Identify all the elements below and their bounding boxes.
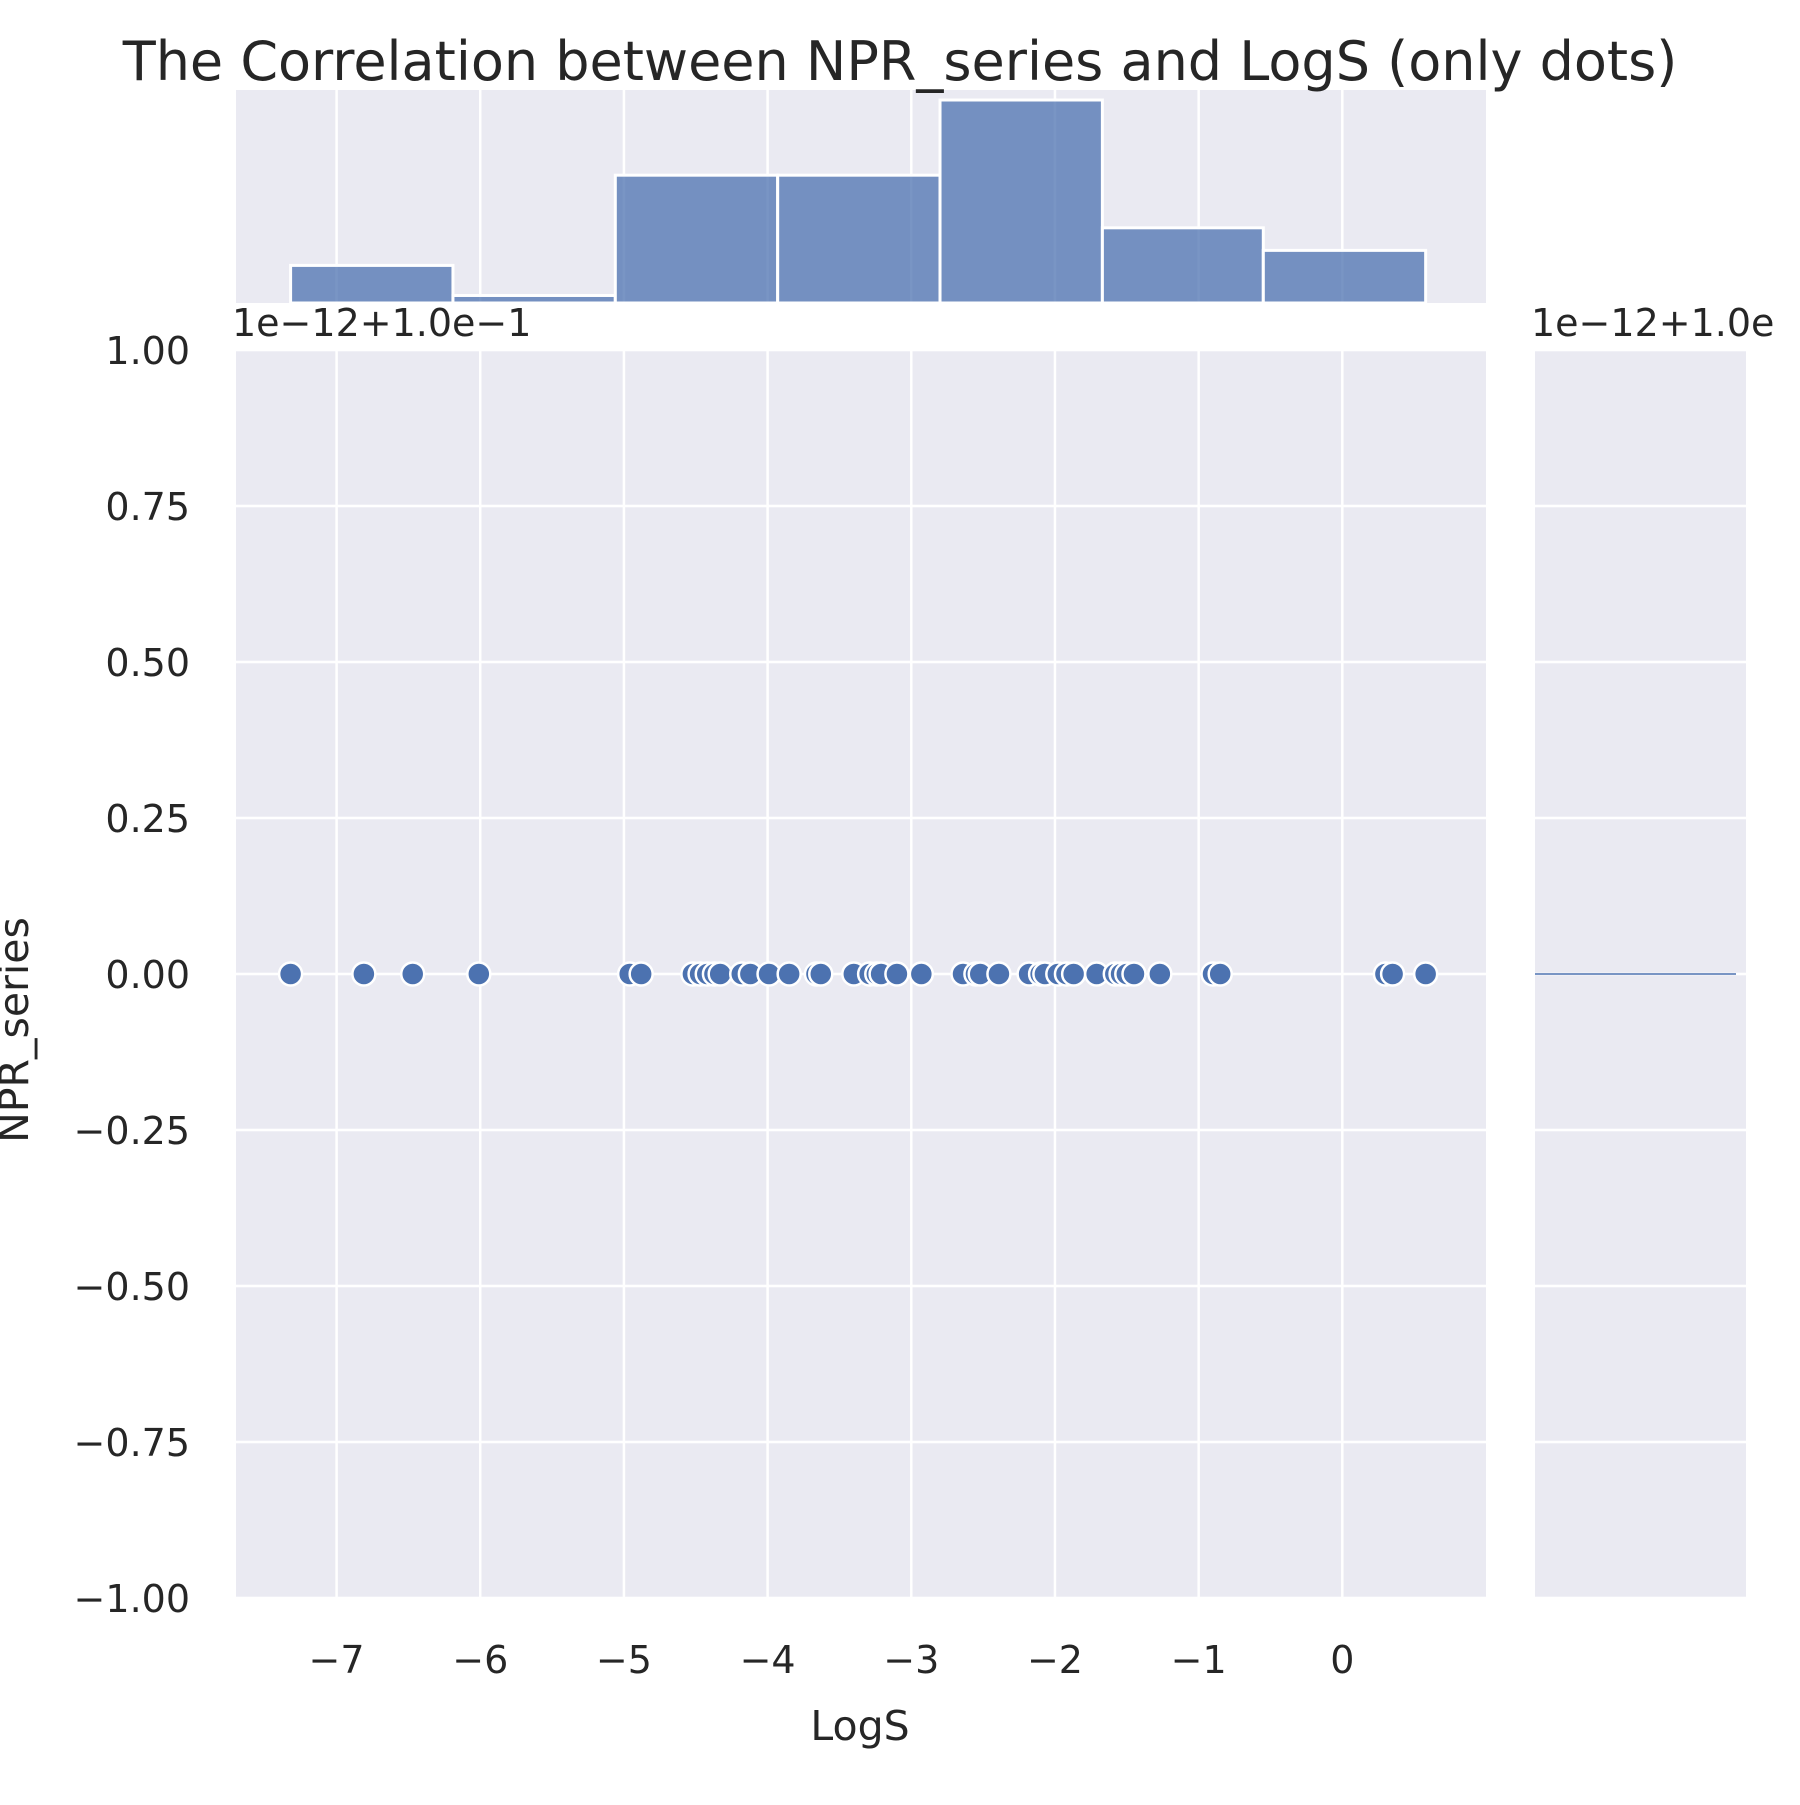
- histogram-bar: [938, 98, 1104, 305]
- scatter-point: [399, 961, 426, 987]
- scatter-point: [1147, 961, 1173, 987]
- x-tick-label: −4: [740, 1638, 796, 1682]
- y-tick-label: 0.75: [105, 485, 190, 529]
- scatter-point: [1412, 961, 1439, 987]
- y-tick-label: 0.00: [105, 953, 190, 997]
- scatter-point: [1379, 961, 1406, 987]
- y-tick-label: 1.00: [105, 329, 190, 373]
- y-tick-label: 0.50: [105, 641, 190, 685]
- scatter-point: [707, 961, 733, 987]
- y-tick-label: −1.00: [74, 1577, 190, 1621]
- x-axis-label: LogS: [810, 1702, 909, 1750]
- scatter-point: [351, 961, 377, 987]
- scatter-point: [1207, 961, 1233, 987]
- scatter-point: [628, 961, 654, 987]
- scatter-point: [1060, 961, 1087, 987]
- x-tick-label: −5: [596, 1638, 652, 1682]
- scatter-point: [776, 961, 802, 987]
- y-axis-label: NPR_series: [0, 917, 38, 1143]
- y-tick-label: −0.50: [74, 1265, 190, 1309]
- x-tick-label: 0: [1330, 1638, 1354, 1682]
- histogram-bar: [1100, 226, 1265, 305]
- x-tick-label: −3: [883, 1638, 939, 1682]
- y-tick-label: 0.25: [105, 797, 190, 841]
- histogram-bar: [613, 173, 780, 305]
- x-tick-label: −7: [309, 1638, 365, 1682]
- x-tick-label: −2: [1027, 1638, 1083, 1682]
- side-offset-label: 1e−12+1.0e: [1531, 301, 1774, 345]
- scatter-point: [986, 961, 1012, 987]
- chart-title: The Correlation between NPR_series and L…: [122, 30, 1678, 93]
- side-histogram-bar: [1535, 973, 1736, 975]
- panel-separator: [232, 303, 1492, 306]
- y-tick-label: −0.75: [74, 1421, 190, 1465]
- scatter-point: [808, 961, 834, 987]
- scatter-point: [466, 961, 492, 987]
- histogram-bar: [776, 173, 942, 305]
- histogram-bar: [289, 263, 455, 305]
- y-offset-label: 1e−12+1.0e−1: [232, 301, 531, 345]
- histogram-bar: [1261, 248, 1428, 305]
- scatter-point: [884, 961, 910, 987]
- y-tick-label: −0.25: [74, 1109, 190, 1153]
- x-tick-label: −6: [452, 1638, 508, 1682]
- x-tick-label: −1: [1171, 1638, 1227, 1682]
- scatter-point: [277, 961, 304, 987]
- scatter-point: [908, 961, 935, 987]
- scatter-point: [1121, 961, 1147, 987]
